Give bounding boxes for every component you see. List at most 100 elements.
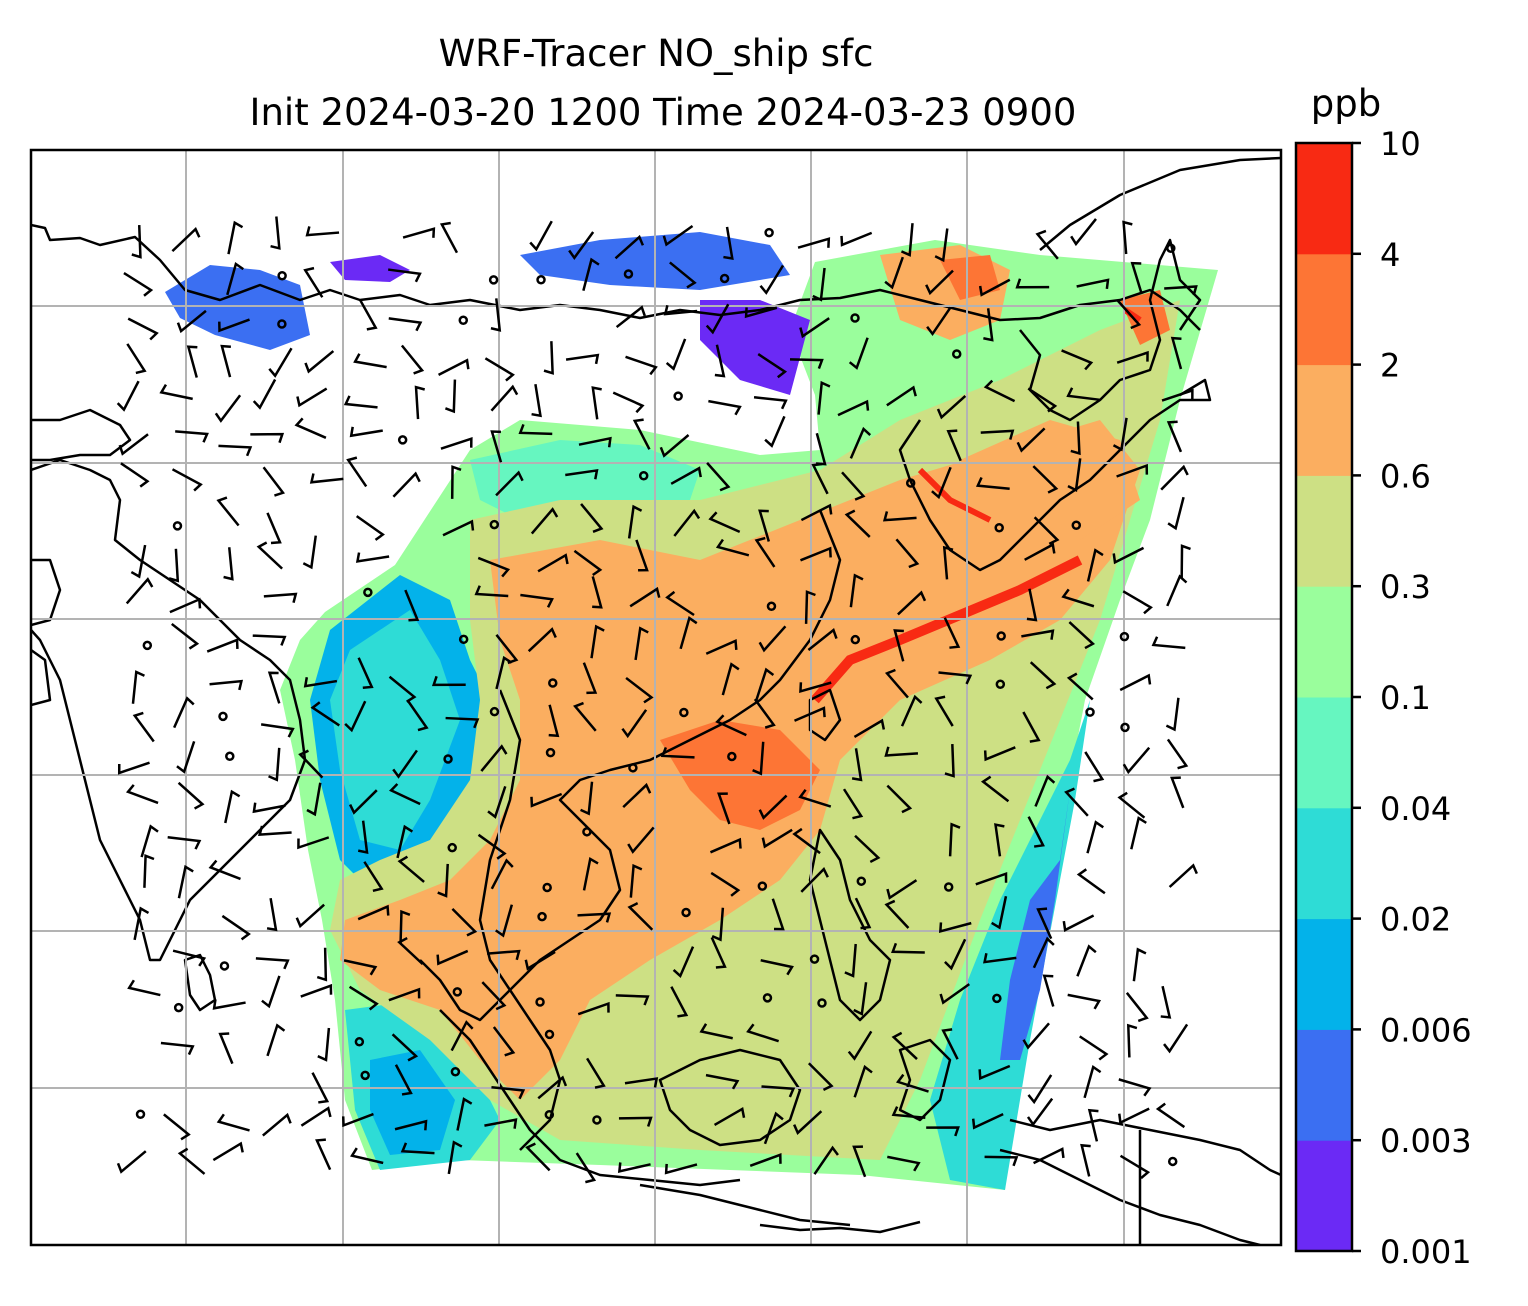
coastline-java (639, 1183, 851, 1227)
wind-barb (300, 983, 333, 998)
coastline-borneo (658, 1048, 802, 1147)
wind-barb (591, 386, 602, 420)
wind-barb (849, 573, 864, 608)
wind-barb (837, 399, 870, 417)
wind-barb (934, 228, 949, 263)
wind-barb (226, 262, 244, 296)
wind-barb (586, 1057, 606, 1089)
field-north-strip (165, 265, 310, 350)
wind-barb (143, 853, 155, 888)
wind-calm-marker (458, 634, 469, 645)
wind-barb (400, 344, 425, 375)
wind-barb (936, 394, 967, 420)
wind-barb (1024, 542, 1056, 561)
wind-barb (131, 225, 142, 259)
wind-barb (1112, 546, 1145, 565)
wind-calm-marker (544, 1109, 555, 1120)
wind-barb (1117, 791, 1146, 819)
colorbar-segment (1296, 807, 1352, 920)
wind-barb (1086, 820, 1104, 854)
wind-calm-marker (1119, 631, 1130, 642)
wind-barb (218, 1032, 234, 1065)
wind-barb (759, 264, 785, 295)
wind-barb (300, 1106, 332, 1127)
colorbar-unit: ppb (1311, 82, 1381, 125)
field-north-strip-2 (330, 255, 410, 282)
wind-barb (262, 1112, 292, 1137)
wind-barb (844, 943, 857, 978)
wind-barb (807, 627, 838, 651)
wind-barb (388, 317, 423, 332)
wind-barb (761, 1085, 796, 1098)
wind-barb (392, 749, 418, 779)
wind-barb (1022, 711, 1041, 743)
wind-barb (706, 462, 731, 492)
map-frame (29, 148, 1283, 1247)
wind-barb (294, 417, 327, 439)
wind-barb (807, 1062, 834, 1091)
wind-barb (439, 221, 459, 254)
wind-barb (525, 1142, 551, 1172)
wind-barb (407, 700, 429, 732)
wind-barb (893, 629, 905, 662)
wind-barb (565, 468, 599, 480)
wind-barb (757, 353, 788, 379)
wind-barb (991, 895, 1008, 930)
wind-barb (754, 536, 776, 568)
wind-barb (486, 949, 521, 961)
field-level-4-lane-2 (917, 467, 992, 523)
wind-barb (841, 471, 866, 501)
wind-barb (1064, 787, 1089, 817)
wind-barb (897, 590, 927, 616)
wind-calm-marker (592, 1115, 602, 1125)
wind-calm-marker (219, 961, 230, 971)
wind-barb (268, 747, 281, 782)
wind-barb (310, 701, 340, 727)
wind-barb (886, 879, 918, 900)
wind-barb (753, 698, 776, 729)
wind-calm-marker (135, 1109, 146, 1119)
wind-barb (798, 789, 832, 808)
wind-barb (884, 668, 909, 699)
wind-barb (842, 788, 864, 820)
wind-barb (358, 299, 378, 331)
wind-barb (813, 1145, 839, 1175)
wind-barb (578, 436, 612, 448)
wind-barb (227, 220, 244, 255)
wind-barb (884, 746, 919, 757)
wind-barb (573, 701, 597, 732)
wind-barb (800, 546, 832, 562)
wind-barb (1167, 496, 1185, 531)
wind-barb (1076, 868, 1106, 895)
wind-barb (849, 426, 872, 459)
wind-barb (343, 959, 378, 976)
wind-barb (1070, 421, 1081, 456)
wind-barb (715, 538, 750, 557)
wind-calm-marker (995, 679, 1006, 689)
wind-barb (209, 679, 244, 691)
wind-barb (934, 695, 954, 727)
wind-barb (994, 823, 1005, 857)
wind-calm-marker (996, 631, 1006, 641)
wind-barb (490, 858, 514, 890)
wind-barb (1125, 992, 1149, 1023)
wind-barb (1062, 914, 1095, 932)
wind-barb (804, 590, 816, 624)
wind-barb (206, 638, 239, 653)
wind-barb (490, 384, 519, 412)
wind-barb (130, 544, 147, 579)
wind-barb (436, 949, 469, 966)
wind-barb (708, 399, 742, 416)
wind-barb (1130, 261, 1143, 295)
wind-barb (263, 592, 298, 603)
wind-barb (173, 696, 195, 729)
wind-barb (529, 220, 553, 252)
wind-barb (938, 671, 973, 685)
wind-barb (840, 231, 873, 247)
wind-barb (349, 426, 383, 438)
wind-barb (1112, 417, 1128, 452)
wind-barb (175, 430, 209, 443)
wind-barb (663, 305, 698, 316)
wind-barb (298, 749, 324, 779)
wind-barb (1163, 1023, 1189, 1054)
